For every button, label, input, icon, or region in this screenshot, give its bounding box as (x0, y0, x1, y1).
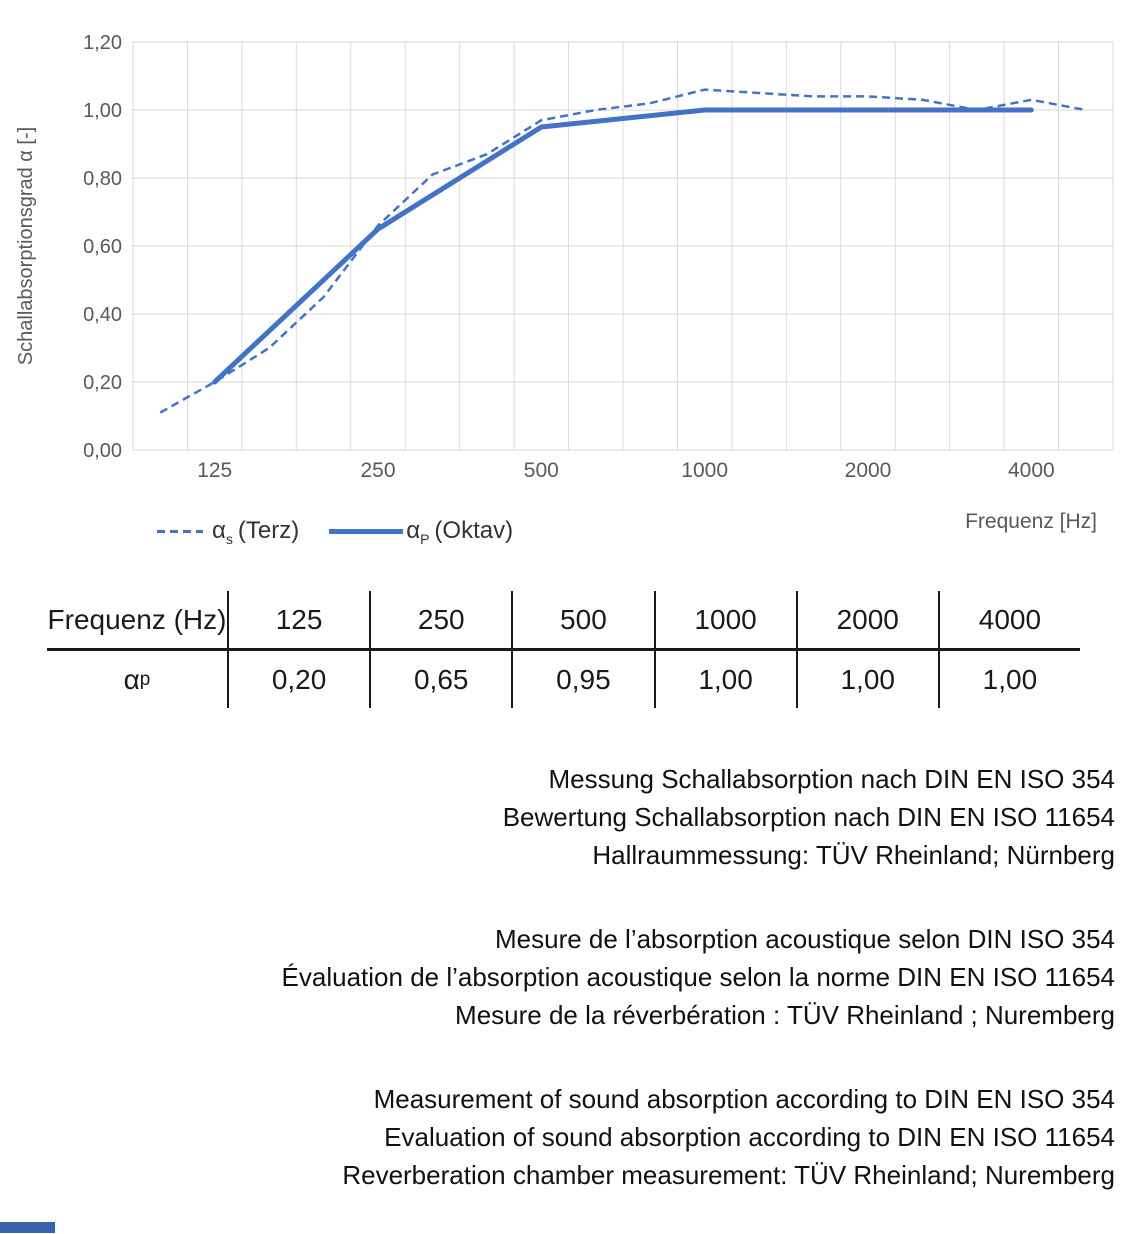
note-line: Evaluation of sound absorption according… (384, 1122, 1115, 1152)
table-cell: 1,00 (937, 651, 1080, 708)
note-line: Mesure de la réverbération : TÜV Rheinla… (455, 1000, 1115, 1030)
absorption-table: Frequenz (Hz) 125 250 500 1000 2000 4000… (47, 591, 1080, 708)
absorption-chart: 0,00 0,20 0,40 0,60 0,80 1,00 1,20 125 250 500 100… (0, 0, 1135, 565)
y-tick-label: 0,60 (83, 236, 122, 258)
table-cell: 0,20 (227, 651, 369, 708)
legend-subscript: s (225, 530, 233, 547)
note-block-german: Messung Schallabsorption nach DIN EN ISO… (282, 760, 1115, 874)
table-cell: 0,65 (369, 651, 511, 708)
table-header-cell: 500 (511, 591, 654, 651)
alpha-symbol: α (123, 663, 140, 695)
note-line: Measurement of sound absorption accordin… (373, 1084, 1115, 1114)
note-line: Mesure de l’absorption acoustique selon … (494, 924, 1115, 954)
table-cell: 1,00 (653, 651, 796, 708)
table-header-cell: 125 (227, 591, 370, 651)
solid-line-icon (329, 529, 404, 535)
footer-accent-bar (0, 1222, 55, 1233)
table-cell: 1,00 (795, 651, 938, 708)
table-cell: 0,95 (511, 651, 653, 708)
terz-line (159, 88, 1087, 414)
y-tick-label: 0,20 (83, 372, 122, 394)
y-tick-label: 1,00 (83, 100, 122, 122)
x-tick-label: 1000 (681, 459, 728, 482)
oktav-line (212, 107, 1034, 385)
table-header-cell: 1000 (653, 591, 796, 651)
x-tick-label: 250 (360, 459, 395, 482)
note-block-french: Mesure de l’absorption acoustique selon … (282, 920, 1115, 1034)
notes-section: Messung Schallabsorption nach DIN EN ISO… (282, 760, 1115, 1234)
table-header-cell: 4000 (937, 591, 1080, 651)
table-header-cell: 250 (369, 591, 512, 651)
y-tick-label: 0,80 (83, 168, 122, 190)
x-tick-label: 4000 (1008, 459, 1055, 482)
note-block-english: Measurement of sound absorption accordin… (282, 1080, 1115, 1194)
x-axis-title: Frequenz [Hz] (965, 510, 1097, 533)
chart-svg: 0,00 0,20 0,40 0,60 0,80 1,00 1,20 125 250 500 100… (15, 32, 1114, 533)
y-tick-label: 0,40 (83, 304, 122, 326)
note-line: Bewertung Schallabsorption nach DIN EN I… (502, 802, 1115, 832)
legend-symbol: α (406, 517, 421, 545)
legend-label-oktav: αP (Oktav) (406, 517, 513, 547)
x-tick-label: 500 (524, 459, 559, 482)
note-line: Messung Schallabsorption nach DIN EN ISO… (548, 764, 1115, 794)
legend-text: (Terz) (237, 517, 300, 545)
alpha-subscript: p (139, 668, 151, 690)
table-header-label: Frequenz (Hz) (47, 591, 227, 651)
note-line: Évaluation de l’absorption acoustique se… (281, 962, 1115, 992)
legend-item-terz: αs (Terz) (157, 517, 299, 547)
x-tick-label: 2000 (845, 459, 892, 482)
legend-symbol: α (212, 517, 226, 545)
legend-subscript: P (420, 530, 430, 547)
y-axis-title: Schallabsorptionsgrad α [-] (15, 127, 37, 365)
y-tick-label: 1,20 (83, 32, 122, 54)
table-header-cell: 2000 (795, 591, 938, 651)
x-tick-label: 125 (197, 459, 232, 482)
legend-label-terz: αs (Terz) (212, 517, 299, 547)
dashed-line-icon (157, 530, 203, 534)
gridlines (132, 41, 1114, 451)
legend-text: (Oktav) (434, 517, 514, 545)
y-tick-label: 0,00 (83, 440, 122, 462)
note-line: Reverberation chamber measurement: TÜV R… (342, 1160, 1115, 1190)
chart-legend: αs (Terz) αP (Oktav) (157, 517, 513, 547)
note-line: Hallraummessung: TÜV Rheinland; Nürnberg (592, 840, 1115, 870)
legend-item-oktav: αP (Oktav) (329, 517, 513, 547)
